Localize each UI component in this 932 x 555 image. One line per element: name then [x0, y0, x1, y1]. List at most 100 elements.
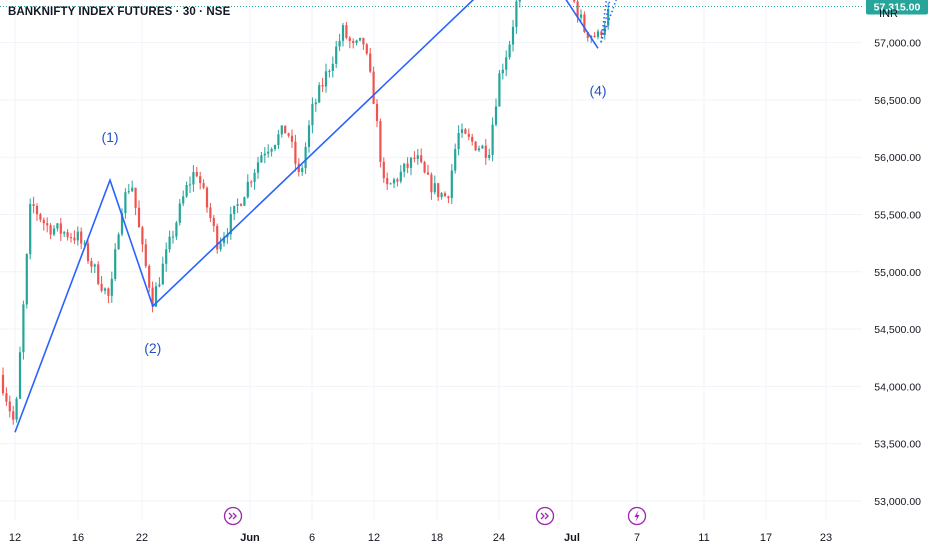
- fast-forward-icon[interactable]: [535, 506, 555, 526]
- candle-body: [287, 133, 290, 136]
- candle-body: [314, 102, 317, 105]
- candle-body: [505, 57, 508, 70]
- candle-body: [76, 231, 79, 241]
- last-price-badge: [866, 0, 928, 15]
- candle-body: [39, 214, 42, 220]
- x-axis-tick-label: Jul: [564, 532, 580, 544]
- x-axis-tick-label: Jun: [240, 532, 260, 544]
- candle-body: [93, 264, 96, 267]
- candle-body: [15, 398, 18, 420]
- candle-body: [474, 141, 477, 151]
- candle-body: [294, 141, 297, 164]
- candle-body: [97, 264, 100, 284]
- candle-body: [324, 71, 328, 87]
- candle-body: [392, 179, 396, 184]
- candle-body: [90, 261, 93, 267]
- candle-body: [450, 170, 453, 199]
- x-axis-tick-label: 7: [634, 532, 640, 544]
- candle-body: [409, 157, 413, 168]
- candle-body: [362, 37, 365, 45]
- y-axis-tick-label: 54,500.00: [874, 324, 921, 336]
- candle-body: [297, 163, 300, 172]
- candle-body: [335, 46, 338, 64]
- candle-body: [477, 148, 481, 151]
- candle-body: [277, 134, 280, 146]
- candle-body: [348, 37, 351, 42]
- candle-body: [471, 136, 474, 142]
- candle-body: [154, 286, 158, 307]
- candle-body: [158, 284, 161, 287]
- candle-body: [338, 40, 341, 47]
- candle-body: [107, 288, 110, 296]
- lightning-glyph: [634, 510, 640, 522]
- candle-body: [171, 236, 175, 238]
- candle-body: [69, 237, 73, 239]
- candle-body: [403, 163, 406, 172]
- candle-body: [341, 25, 345, 41]
- candle-body: [103, 288, 107, 291]
- lightning-icon[interactable]: [627, 506, 647, 526]
- wave-label[interactable]: (2): [144, 340, 161, 356]
- candle-body: [229, 214, 232, 235]
- fast-forward-icon[interactable]: [223, 506, 243, 526]
- candle-body: [440, 193, 443, 198]
- candle-body: [273, 145, 277, 150]
- candle-body: [199, 176, 202, 184]
- x-axis-tick-label: 12: [9, 532, 21, 544]
- x-axis-tick-label: 17: [760, 532, 772, 544]
- candle-body: [151, 287, 154, 307]
- candle-body: [511, 26, 515, 45]
- wave-label[interactable]: (4): [589, 82, 606, 98]
- candle-body: [382, 161, 385, 179]
- candle-body: [290, 135, 294, 142]
- candle-body: [430, 174, 433, 193]
- candle-body: [59, 223, 62, 234]
- candle-body: [355, 40, 358, 43]
- candle-body: [216, 225, 219, 250]
- candle-body: [144, 244, 147, 266]
- candle-body: [508, 44, 511, 58]
- currency-label[interactable]: INR: [879, 8, 898, 20]
- candle-body: [5, 393, 8, 402]
- candle-body: [345, 25, 348, 38]
- candle-body: [117, 234, 120, 250]
- wave-label[interactable]: (1): [101, 129, 118, 145]
- x-axis-tick-label: 16: [72, 532, 84, 544]
- candle-body: [352, 41, 355, 43]
- candle-body: [583, 14, 586, 33]
- candle-body: [433, 183, 436, 193]
- y-axis-tick-label: 54,000.00: [874, 381, 921, 393]
- candle-body: [420, 155, 423, 163]
- event-marker-circle[interactable]: [535, 506, 555, 526]
- candle-body: [49, 225, 52, 235]
- candle-body: [195, 172, 198, 177]
- candle-body: [375, 103, 379, 122]
- x-axis-tick-label: 6: [309, 532, 315, 544]
- candle-body: [358, 37, 362, 41]
- candle-body: [212, 217, 215, 226]
- candle-body: [165, 249, 168, 264]
- candle-body: [416, 155, 419, 159]
- candle-body: [80, 231, 83, 244]
- candle-body: [63, 232, 66, 234]
- y-axis-tick-label: 53,000.00: [874, 496, 921, 508]
- candle-body: [301, 168, 304, 172]
- candle-body: [32, 204, 35, 206]
- event-marker-circle[interactable]: [223, 506, 243, 526]
- candle-body: [280, 125, 283, 135]
- candle-body: [219, 243, 222, 250]
- candle-body: [192, 172, 195, 185]
- candle-body: [120, 213, 124, 235]
- candle-body: [457, 132, 460, 150]
- candle-body: [141, 227, 144, 245]
- x-axis-tick-label: 11: [698, 532, 709, 544]
- candle-body: [56, 223, 59, 229]
- y-axis-tick-label: 53,500.00: [874, 439, 921, 451]
- candle-body: [46, 223, 49, 226]
- elliott-wave-line[interactable]: [14, 0, 599, 433]
- candle-body: [188, 184, 192, 186]
- candle-body: [168, 236, 171, 250]
- candle-body: [202, 183, 205, 188]
